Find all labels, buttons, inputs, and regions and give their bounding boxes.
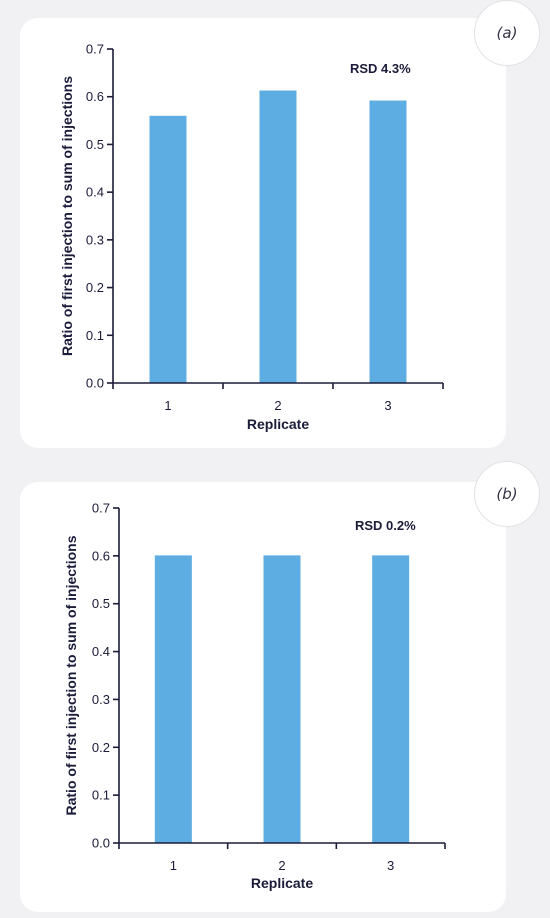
y-tick-label-b-6: 0.6 xyxy=(92,548,110,563)
y-tick-label-a-1: 0.1 xyxy=(86,328,104,343)
y-tick-label-a-2: 0.2 xyxy=(86,280,104,295)
bar-a-3 xyxy=(369,100,407,383)
y-axis-title-b: Ratio of first injection to sum of injec… xyxy=(63,535,79,815)
y-tick-label-a-7: 0.7 xyxy=(86,42,104,57)
x-axis-title-a: Replicate xyxy=(247,416,309,432)
x-tick-label-a-2: 2 xyxy=(274,398,281,413)
y-tick-label-b-2: 0.2 xyxy=(92,740,110,755)
y-tick-label-b-5: 0.5 xyxy=(92,596,110,611)
y-tick-label-b-1: 0.1 xyxy=(92,788,110,803)
x-tick-label-a-3: 3 xyxy=(384,398,391,413)
chart-panel-b xyxy=(20,482,506,912)
rsd-annotation-a: RSD 4.3% xyxy=(350,61,411,76)
y-axis-title-a: Ratio of first injection to sum of injec… xyxy=(59,76,75,356)
panel-label-b: (b) xyxy=(474,461,540,527)
y-tick-label-a-6: 0.6 xyxy=(86,89,104,104)
bar-a-2 xyxy=(259,90,297,384)
x-tick-label-b-2: 2 xyxy=(278,858,285,873)
bar-b-2 xyxy=(263,555,301,843)
x-tick-label-a-1: 1 xyxy=(164,398,171,413)
y-tick-label-b-0: 0.0 xyxy=(92,836,110,851)
panel-label-a: (a) xyxy=(474,0,540,66)
bar-b-1 xyxy=(154,555,192,843)
x-tick-label-b-3: 3 xyxy=(387,858,394,873)
x-axis-title-b: Replicate xyxy=(251,875,313,891)
y-tick-label-a-4: 0.4 xyxy=(86,185,104,200)
y-tick-label-a-3: 0.3 xyxy=(86,232,104,247)
y-tick-label-b-4: 0.4 xyxy=(92,644,110,659)
bar-b-3 xyxy=(372,555,410,843)
rsd-annotation-b: RSD 0.2% xyxy=(355,518,416,533)
y-tick-label-b-7: 0.7 xyxy=(92,501,110,516)
y-tick-label-a-5: 0.5 xyxy=(86,137,104,152)
y-tick-label-a-0: 0.0 xyxy=(86,376,104,391)
bar-a-1 xyxy=(149,115,187,384)
y-tick-label-b-3: 0.3 xyxy=(92,692,110,707)
x-tick-label-b-1: 1 xyxy=(170,858,177,873)
